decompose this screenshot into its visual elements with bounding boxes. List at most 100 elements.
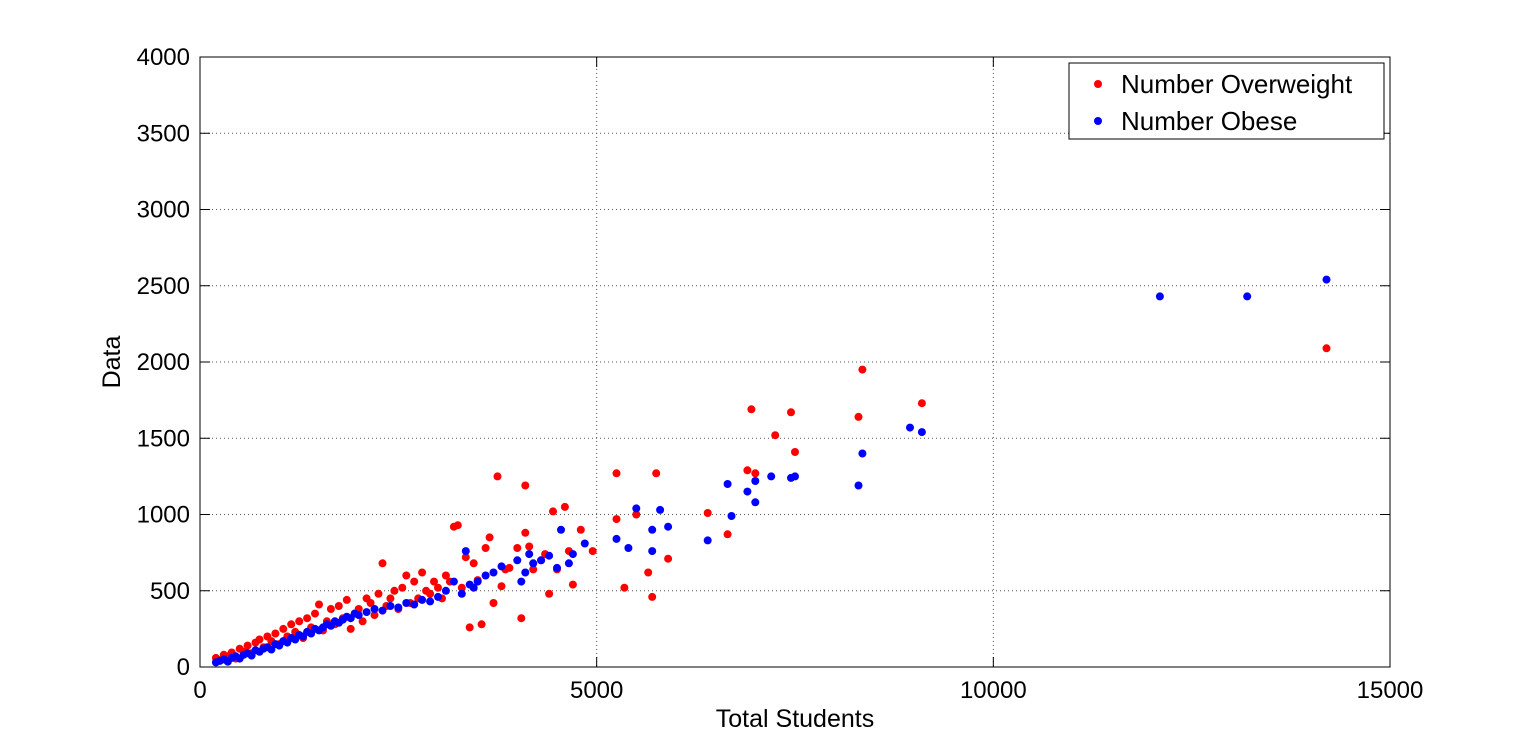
- data-point-overweight: [505, 563, 514, 572]
- data-point-overweight: [410, 577, 419, 586]
- data-point-obese: [378, 606, 387, 615]
- data-point-obese: [767, 472, 776, 481]
- legend: Number Overweight Number Obese: [1068, 62, 1385, 140]
- data-point-overweight: [664, 554, 673, 563]
- data-point-obese: [521, 568, 530, 577]
- data-point-obese: [402, 599, 411, 607]
- data-point-overweight: [386, 594, 395, 603]
- data-point-overweight: [441, 571, 450, 580]
- data-point-overweight: [303, 614, 312, 623]
- data-point-obese: [1322, 275, 1331, 284]
- data-point-obese: [513, 556, 522, 565]
- data-point-overweight: [648, 592, 657, 601]
- data-point-overweight: [568, 580, 577, 589]
- data-point-overweight: [346, 624, 355, 633]
- data-point-overweight: [588, 547, 597, 556]
- data-point-overweight: [858, 365, 867, 374]
- data-point-overweight: [644, 568, 653, 577]
- data-point-obese: [370, 605, 379, 613]
- data-point-obese: [354, 611, 363, 620]
- data-point-obese: [612, 534, 621, 543]
- data-point-overweight: [457, 583, 466, 592]
- data-point-obese: [553, 563, 561, 572]
- y-tick-label: 2500: [137, 273, 190, 300]
- data-points: [211, 275, 1331, 667]
- data-point-obese: [457, 589, 466, 598]
- data-point-overweight: [453, 521, 462, 530]
- data-point-obese: [545, 551, 554, 560]
- x-tick-label: 0: [193, 677, 206, 704]
- data-point-overweight: [854, 412, 863, 421]
- data-point-obese: [434, 592, 442, 601]
- data-point-obese: [656, 505, 665, 514]
- data-point-overweight: [279, 624, 288, 633]
- legend-label-overweight: Number Overweight: [1121, 69, 1353, 99]
- data-point-obese: [537, 556, 546, 565]
- plot-area: [199, 56, 1391, 668]
- data-point-overweight: [243, 641, 252, 650]
- data-point-overweight: [326, 605, 335, 613]
- data-point-overweight: [529, 565, 538, 574]
- data-point-obese: [557, 525, 565, 534]
- data-point-overweight: [549, 507, 557, 516]
- data-point-obese: [1243, 292, 1252, 301]
- data-point-overweight: [481, 544, 490, 552]
- data-point-overweight: [620, 583, 629, 592]
- data-point-obese: [529, 559, 538, 568]
- data-point-overweight: [632, 510, 641, 519]
- data-point-overweight: [426, 589, 435, 598]
- data-point-overweight: [315, 600, 323, 609]
- data-point-obese: [648, 547, 657, 556]
- data-point-obese: [906, 423, 914, 432]
- x-tick-label: 10000: [960, 677, 1027, 704]
- data-point-overweight: [791, 448, 799, 456]
- data-point-overweight: [497, 582, 506, 591]
- y-tick-label: 3000: [137, 197, 190, 224]
- data-point-obese: [410, 600, 419, 609]
- y-tick-label: 0: [177, 654, 190, 681]
- data-point-obese: [418, 595, 427, 604]
- data-point-overweight: [560, 502, 569, 511]
- series-obese: [211, 275, 1331, 667]
- data-point-obese: [469, 583, 478, 592]
- axis-ticks: 0 5000 10000 15000 0 500 1000 1500 2000 2500 3000 3…: [137, 44, 1424, 704]
- data-point-obese: [489, 568, 498, 577]
- data-point-obese: [525, 550, 534, 559]
- legend-marker-obese: [1094, 117, 1102, 125]
- data-point-obese: [632, 504, 641, 513]
- legend-label-obese: Number Obese: [1121, 106, 1297, 136]
- data-point-overweight: [434, 583, 442, 592]
- data-point-obese: [858, 449, 867, 458]
- y-tick-label: 1000: [137, 502, 190, 529]
- data-point-obese: [449, 577, 458, 586]
- data-point-overweight: [477, 620, 486, 629]
- data-point-overweight: [545, 589, 554, 598]
- data-point-obese: [517, 577, 526, 586]
- data-point-overweight: [517, 614, 526, 623]
- data-point-overweight: [370, 611, 379, 620]
- data-point-overweight: [255, 635, 264, 644]
- y-axis-label: Data: [98, 336, 126, 389]
- data-point-obese: [473, 577, 482, 586]
- data-point-overweight: [743, 466, 752, 475]
- data-point-obese: [723, 480, 732, 488]
- data-point-obese: [568, 550, 577, 559]
- data-point-overweight: [493, 472, 502, 481]
- x-axis-label: Total Students: [716, 705, 874, 733]
- data-point-overweight: [1322, 344, 1331, 353]
- data-point-overweight: [430, 577, 438, 586]
- data-point-overweight: [311, 609, 319, 618]
- data-point-overweight: [917, 399, 926, 408]
- data-point-overweight: [271, 629, 280, 638]
- data-point-obese: [426, 597, 435, 606]
- data-point-obese: [917, 428, 926, 437]
- data-point-obese: [580, 539, 589, 548]
- data-point-overweight: [390, 586, 399, 595]
- y-tick-label: 2000: [137, 349, 190, 376]
- data-point-obese: [648, 525, 657, 534]
- legend-marker-overweight: [1094, 80, 1102, 88]
- data-point-overweight: [576, 525, 585, 534]
- data-point-obese: [791, 472, 799, 481]
- data-point-overweight: [612, 469, 621, 478]
